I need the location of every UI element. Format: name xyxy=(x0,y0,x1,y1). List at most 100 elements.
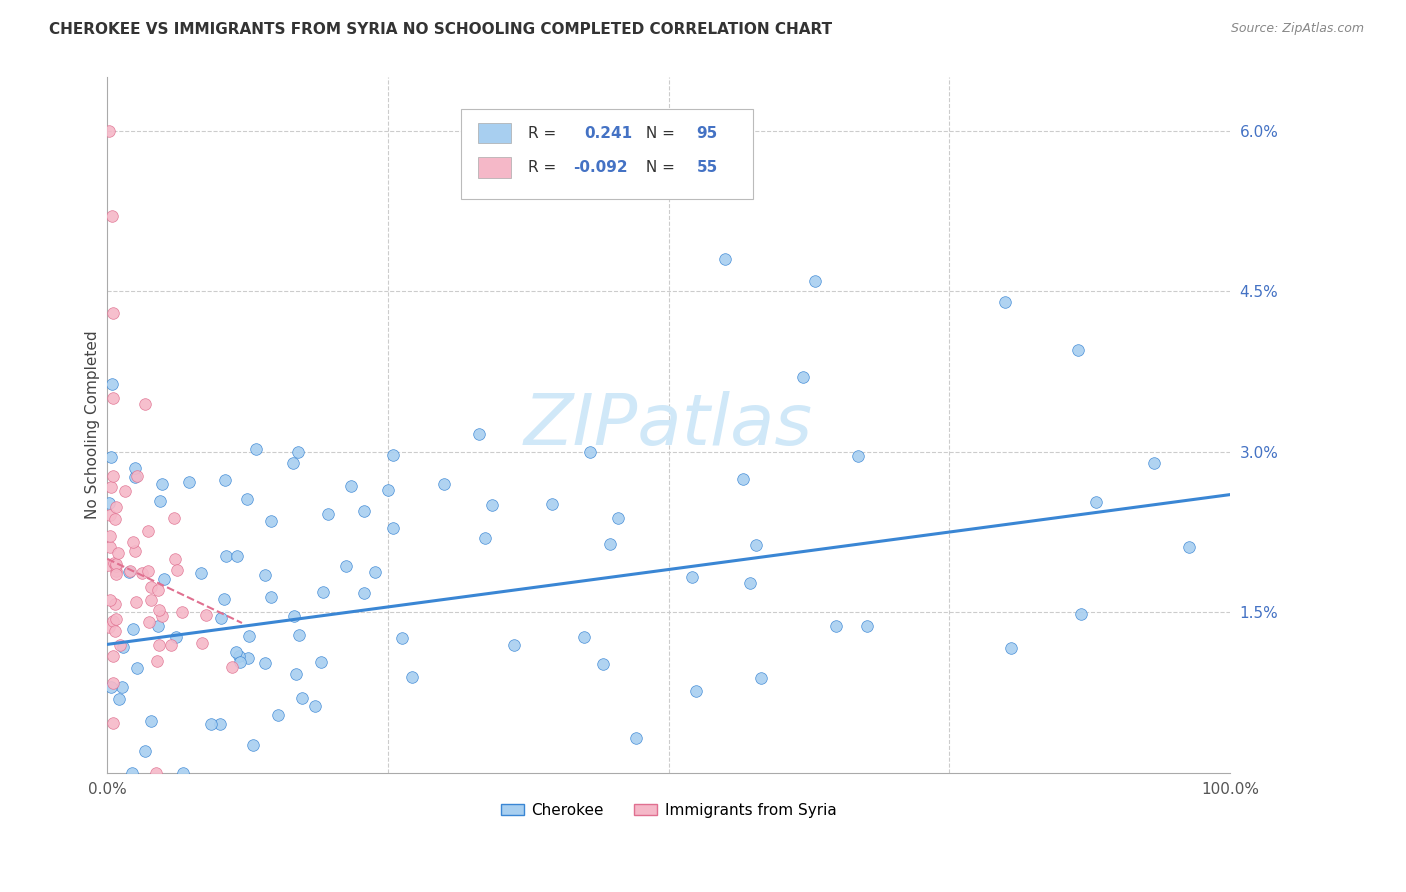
Point xyxy=(191,636,214,650)
Point xyxy=(253,567,276,582)
Point xyxy=(104,512,127,526)
Text: 95: 95 xyxy=(696,126,718,141)
Point xyxy=(335,558,357,573)
Point xyxy=(221,659,243,673)
Point xyxy=(101,392,124,406)
Point xyxy=(803,274,825,288)
Point xyxy=(100,480,122,494)
Point xyxy=(209,717,232,731)
Point xyxy=(685,684,707,698)
Point xyxy=(163,510,186,524)
Point xyxy=(260,514,283,528)
Legend: Cherokee, Immigrants from Syria: Cherokee, Immigrants from Syria xyxy=(495,797,842,824)
Point xyxy=(134,744,156,758)
Point xyxy=(713,252,735,267)
Point xyxy=(200,717,222,731)
Point xyxy=(118,564,141,578)
Text: N =: N = xyxy=(641,161,679,176)
Point xyxy=(364,566,387,580)
Point xyxy=(377,483,399,497)
Point xyxy=(260,590,283,604)
Point xyxy=(401,670,423,684)
Point xyxy=(291,690,314,705)
Text: ZIPatlas: ZIPatlas xyxy=(524,391,813,459)
Text: Source: ZipAtlas.com: Source: ZipAtlas.com xyxy=(1230,22,1364,36)
Point xyxy=(139,714,162,728)
Point xyxy=(1000,641,1022,656)
Point xyxy=(353,585,375,599)
Point xyxy=(103,556,125,570)
Point xyxy=(148,619,170,633)
Point xyxy=(381,521,404,535)
Text: R =: R = xyxy=(529,161,561,176)
Point xyxy=(97,496,120,510)
Point xyxy=(1178,540,1201,554)
Point xyxy=(994,295,1017,310)
Point xyxy=(209,611,232,625)
Point xyxy=(606,511,628,525)
Point xyxy=(101,306,124,320)
Text: R =: R = xyxy=(529,126,567,141)
Point xyxy=(165,630,187,644)
Point xyxy=(131,566,153,581)
Point xyxy=(179,475,201,489)
Point xyxy=(253,656,276,670)
Point xyxy=(108,691,131,706)
Point xyxy=(283,609,305,624)
Point xyxy=(846,449,869,463)
Point xyxy=(148,638,170,652)
Point xyxy=(104,564,127,578)
Point xyxy=(474,531,496,545)
Point xyxy=(125,469,148,483)
Point xyxy=(229,655,252,669)
Point xyxy=(104,597,127,611)
Point xyxy=(134,397,156,411)
Point xyxy=(172,765,194,780)
Text: 0.241: 0.241 xyxy=(585,126,633,141)
Point xyxy=(391,631,413,645)
Point xyxy=(225,645,247,659)
Text: CHEROKEE VS IMMIGRANTS FROM SYRIA NO SCHOOLING COMPLETED CORRELATION CHART: CHEROKEE VS IMMIGRANTS FROM SYRIA NO SCH… xyxy=(49,22,832,37)
Point xyxy=(238,629,260,643)
Point xyxy=(150,609,173,624)
Point xyxy=(148,493,170,508)
Point xyxy=(153,572,176,586)
Point xyxy=(139,580,162,594)
Point xyxy=(1067,343,1090,357)
Point xyxy=(599,537,621,551)
Point xyxy=(146,582,169,597)
Point xyxy=(114,483,136,498)
Point xyxy=(624,731,647,746)
Point xyxy=(104,559,127,574)
Point xyxy=(340,479,363,493)
Point xyxy=(98,620,121,634)
Point xyxy=(738,576,761,591)
Point xyxy=(105,558,128,572)
Point xyxy=(792,370,814,384)
Point xyxy=(579,445,602,459)
Point xyxy=(100,680,122,694)
Point xyxy=(288,628,311,642)
Point xyxy=(136,524,159,539)
Point xyxy=(285,666,308,681)
Point xyxy=(235,491,257,506)
Point xyxy=(98,540,121,554)
Point xyxy=(150,477,173,491)
Point xyxy=(121,765,143,780)
Point xyxy=(100,376,122,391)
Point xyxy=(433,477,456,491)
Point xyxy=(104,624,127,639)
Bar xyxy=(478,122,512,144)
Point xyxy=(112,640,135,654)
Point xyxy=(166,563,188,577)
Point xyxy=(98,124,121,138)
Text: -0.092: -0.092 xyxy=(574,161,628,176)
Point xyxy=(215,549,238,563)
Point xyxy=(103,648,125,663)
Point xyxy=(1084,495,1107,509)
Y-axis label: No Schooling Completed: No Schooling Completed xyxy=(86,331,100,519)
Point xyxy=(592,657,614,672)
Point xyxy=(579,178,602,192)
Point xyxy=(1070,607,1092,621)
FancyBboxPatch shape xyxy=(461,109,752,199)
